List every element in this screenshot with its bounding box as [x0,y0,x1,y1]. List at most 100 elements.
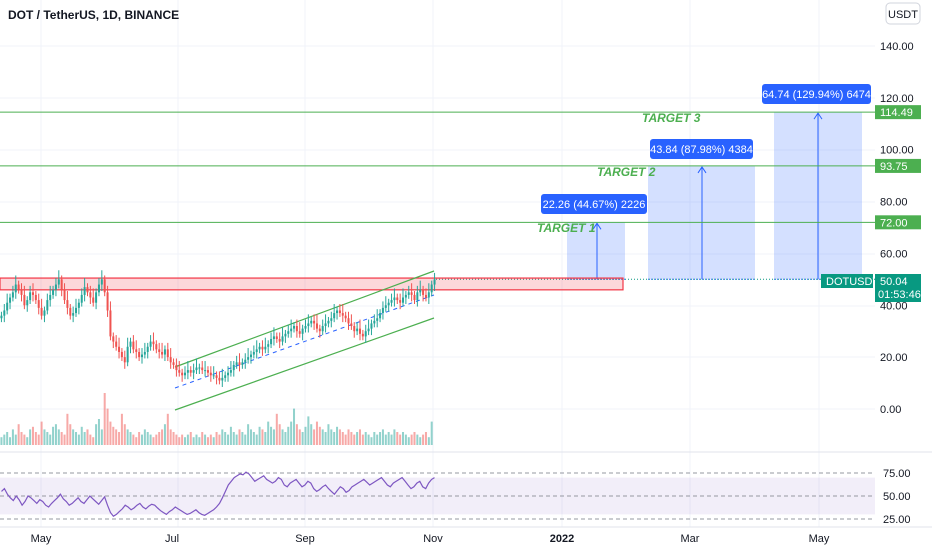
candle-body [370,323,373,329]
x-tick-label: Nov [423,533,443,545]
volume-bar [310,424,313,445]
candle-body [215,375,218,378]
candle-body [115,341,118,347]
candle-body [40,307,43,316]
candle-body [407,292,410,295]
candle-body [192,370,195,373]
level-label: 72.00 [880,217,908,229]
volume-bar [321,429,324,445]
candle-body [3,310,6,316]
volume-bar [184,437,187,445]
candle-body [135,349,138,352]
volume-bar [166,413,169,445]
candle-body [143,351,146,355]
volume-bar [60,432,63,445]
volume-bar [247,424,250,445]
volume-bar [330,429,333,445]
volume-bar [103,393,106,445]
volume-bar [399,434,402,445]
rsi-panel [0,451,932,528]
candle-body [241,362,244,365]
volume-bar [120,413,123,445]
candle-body [158,349,161,352]
volume-bar [419,437,422,445]
candle-body [402,297,405,303]
candle-body [324,323,327,327]
rsi-tick-label: 50.00 [883,491,911,503]
currency-button[interactable]: USDT [885,2,921,25]
volume-bar [49,434,52,445]
volume-bar [69,424,72,445]
measure-label-bg [762,84,871,104]
candle-body [89,292,92,298]
volume-bar [23,434,26,445]
candle-body [229,370,232,373]
currency-label: USDT [888,9,918,21]
candle-body [353,326,356,332]
candle-body [209,372,212,376]
candle-body [384,305,387,308]
y-tick-label: 80.00 [880,197,908,209]
volume-bar [100,429,103,445]
volume-bar [424,432,427,445]
volume-bar [155,434,158,445]
candle-body [204,370,207,372]
rsi-tick-label: 25.00 [883,514,911,526]
volume-bar [54,424,57,445]
volume-bar [338,429,341,445]
candle-body [364,331,367,337]
candle-body [195,367,198,371]
volume-bar [75,432,78,445]
candle-body [198,367,201,369]
candle-body [83,287,86,295]
candle-body [126,346,129,363]
volume-bar [315,421,318,445]
candle-body [258,346,261,350]
candle-body [284,333,287,337]
level-label-bg [875,215,921,230]
target-levels: 114.49 93.75 72.00 [0,105,921,230]
candle-body [43,310,46,316]
volume-bar [344,434,347,445]
y-tick-label: 140.00 [880,41,914,53]
candle-body [11,292,14,298]
volume-bar [427,437,430,445]
candle-body [23,294,26,306]
candle-body [281,336,284,342]
candle-body [72,313,75,316]
candle-body [350,323,353,327]
volume-bar [358,429,361,445]
price-axis[interactable]: 140.00 120.00 100.00 80.00 60.00 40.00 20.00 0.… [880,41,914,526]
candle-body [304,326,307,329]
volume-bar [267,421,270,445]
channel-mid [174,294,435,389]
volume-bar [272,429,275,445]
candle-body [347,318,350,324]
candle-body [178,370,181,373]
volume-bar [77,434,80,445]
candle-body [424,294,427,298]
volume-bar [161,429,164,445]
level-label-bg [875,105,921,120]
rsi-line [1,471,435,517]
volume-bar [347,429,350,445]
time-axis[interactable]: May Jul Sep Nov 2022 Mar May [31,533,830,545]
candle-body [17,284,20,290]
volume-bar [353,434,356,445]
volume-bar [244,434,247,445]
candle-body [387,302,390,306]
volume-bar [336,426,339,445]
candle-body [379,313,382,319]
candle-body [29,292,32,301]
candle-body [138,351,141,358]
volume-bar [118,432,121,445]
candle-body [275,336,278,339]
volume-bar [284,432,287,445]
volume-bar [413,432,416,445]
y-tick-label: 120.00 [880,93,914,105]
volume-bar [132,434,135,445]
volume-bar [318,426,321,445]
y-tick-label: 100.00 [880,145,914,157]
candle-body [109,310,112,337]
